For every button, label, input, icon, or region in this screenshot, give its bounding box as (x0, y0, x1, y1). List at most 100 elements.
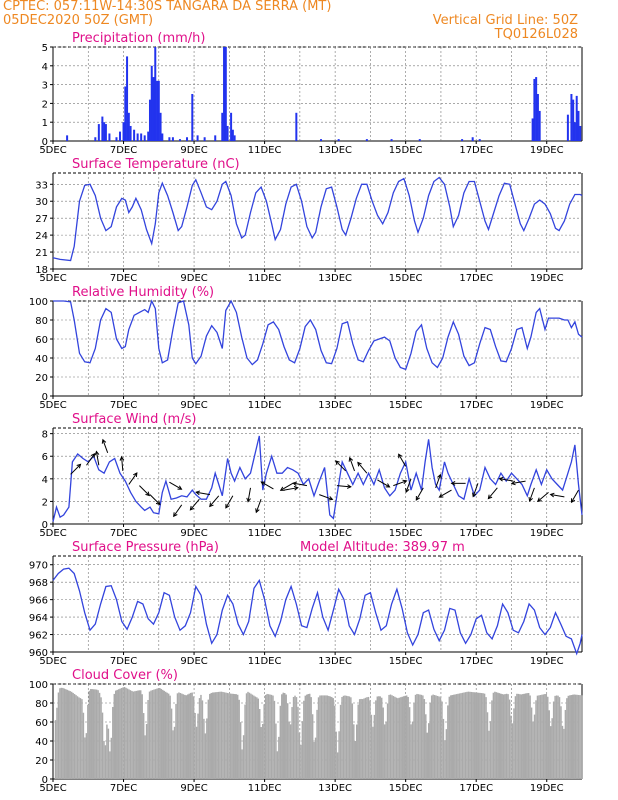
cloud-bar (112, 706, 114, 779)
x-tick-label: 15DEC (389, 400, 423, 411)
y-tick-label: 100 (29, 297, 48, 308)
precip-bar (214, 135, 217, 141)
cloud-bar (322, 695, 324, 779)
cloud-bar (423, 699, 426, 779)
cloud-bar (482, 693, 484, 779)
cloud-bar (225, 692, 227, 779)
cloud-bar (298, 732, 301, 779)
wind-arrow-head (246, 497, 251, 503)
cloud-bar (209, 693, 211, 779)
cloud-bar (189, 692, 192, 779)
cloud-bar (57, 692, 60, 779)
cloud-bar (148, 691, 151, 779)
precip-bar (147, 131, 150, 141)
cloud-bar (354, 741, 356, 779)
cloud-bar (263, 704, 265, 779)
precip-bar (186, 137, 189, 141)
cloud-bar (514, 696, 517, 779)
wind-arrow (415, 487, 424, 501)
y-tick-label: 968 (29, 578, 48, 589)
cloud-bar (355, 724, 358, 779)
cloud-bar (420, 694, 423, 779)
x-tick-label: 5DEC (39, 273, 66, 284)
y-tick-label: 60 (35, 718, 48, 729)
cloud-bar (70, 691, 73, 779)
cloud-bar (132, 691, 135, 779)
cloud-bar (574, 694, 577, 779)
precip-bar (203, 137, 206, 141)
cloud-bar (94, 689, 96, 779)
wind-arrow-shaft (293, 482, 308, 487)
precip-bar (579, 125, 582, 141)
cloud-bar (292, 696, 295, 779)
precip-bar (531, 118, 534, 141)
panel-title: Precipitation (mm/h) (72, 31, 205, 46)
y-tick-label: 6 (42, 452, 48, 463)
cloud-bar (433, 695, 436, 779)
wind-arrow (377, 479, 391, 488)
cloud-bar (201, 700, 204, 779)
cloud-bar (516, 693, 518, 779)
wind-arrow-head (357, 461, 362, 467)
wind-arrow-shaft (283, 487, 298, 491)
cloud-bar (552, 701, 555, 779)
wind-arrow (225, 495, 234, 509)
cloud-bar (235, 694, 237, 779)
wind-arrow (398, 453, 407, 467)
wind-arrow (510, 480, 526, 486)
cloud-bar (549, 726, 552, 779)
wind-arrow-head (570, 498, 576, 504)
x-tick-label: 17DEC (459, 528, 493, 539)
cloud-bar (285, 694, 287, 779)
precip-bar (140, 133, 143, 141)
cloud-bar (463, 692, 465, 779)
cloud-bar (207, 699, 210, 779)
wind-arrow-head (133, 472, 138, 478)
wind-arrow-head (260, 481, 266, 486)
panel-2: 0 20 40 60 80 100 5DEC 7DEC 9DEC 11DEC 13DEC 15DEC 1… (29, 285, 583, 411)
y-tick-label: 30 (35, 197, 48, 208)
cloud-bar (120, 687, 123, 779)
wind-arrow-shaft (357, 462, 368, 474)
wind-arrow-head (398, 453, 403, 459)
x-tick-label: 9DEC (180, 145, 207, 156)
cloud-bar (341, 696, 343, 779)
y-tick-label: 5 (42, 43, 48, 54)
wind-arrow-head (402, 479, 408, 485)
wind-arrow-shaft (209, 495, 220, 507)
cloud-bar (533, 714, 536, 779)
cloud-bar (125, 687, 127, 779)
cloud-bar (445, 729, 448, 779)
cloud-bar (170, 708, 173, 779)
cloud-bar (400, 697, 402, 779)
cloud-bar (266, 693, 268, 779)
cloud-bar (479, 692, 481, 779)
wind-arrow-head (293, 485, 299, 491)
cloud-bar (536, 695, 539, 779)
x-tick-label: 13DEC (318, 273, 352, 284)
precip-bar (471, 137, 474, 141)
x-tick-label: 19DEC (530, 656, 564, 667)
x-tick-label: 5DEC (39, 783, 66, 794)
cloud-bar (325, 695, 327, 779)
wind-arrow (336, 484, 352, 489)
cloud-bar (197, 713, 199, 779)
wind-arrow-head (225, 503, 230, 509)
cloud-bar (167, 693, 170, 779)
cloud-bar (485, 697, 487, 779)
y-tick-label: 18 (35, 265, 48, 276)
x-tick-label: 9DEC (180, 783, 207, 794)
y-tick-label: 2 (42, 99, 48, 110)
precip-bar (178, 139, 181, 141)
wind-arrow-head (209, 502, 214, 508)
precip-bar (191, 94, 194, 141)
cloud-bar (495, 692, 498, 779)
cloud-bar (166, 692, 168, 779)
cloud-bar (256, 697, 258, 779)
y-tick-label: 27 (35, 214, 48, 225)
cloud-bar (131, 690, 133, 779)
x-tick-label: 9DEC (180, 656, 207, 667)
cloud-bar (497, 692, 499, 779)
precip-bar (152, 77, 155, 141)
precip-bar (320, 139, 323, 141)
